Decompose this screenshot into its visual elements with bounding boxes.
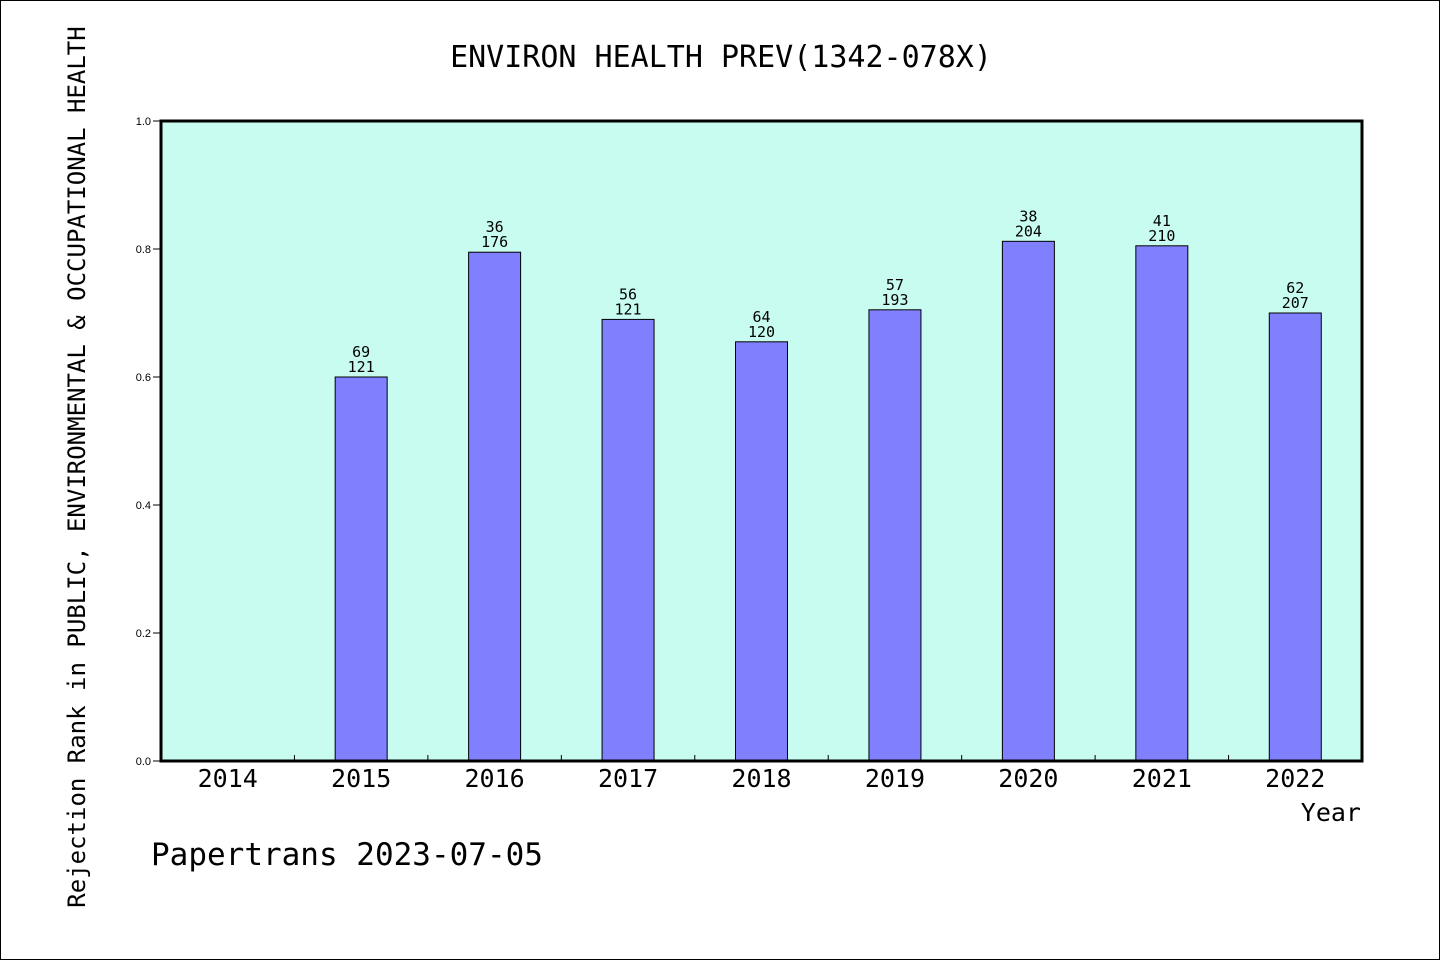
y-tick-label-0.6: 0.6 [136,372,151,384]
x-tick-label-2015: 2015 [331,764,391,793]
y-axis: 0.0 0.2 0.4 0.6 0.8 1.0 [136,116,161,768]
plot-border [159,119,1364,763]
bar-2018 [735,341,788,762]
bar-label-top-2021: 41 [1153,212,1171,230]
x-axis-label: Year [1301,798,1361,827]
bar-label-bottom-2017: 121 [615,300,642,318]
bar-label-bottom-2022: 207 [1282,294,1309,312]
x-tick-label-2014: 2014 [198,764,258,793]
bar-2022 [1268,312,1322,762]
bar-label-bottom-2018: 120 [748,323,775,341]
bar-2020 [1001,240,1055,762]
y-tick-label-0.2: 0.2 [136,628,151,640]
bar-label-top-2017: 56 [619,285,637,303]
y-tick-label-0.0: 0.0 [136,756,151,768]
x-tick-label-2016: 2016 [465,764,525,793]
y-tick-label-1.0: 1.0 [136,116,151,128]
x-tick-label-2020: 2020 [998,764,1058,793]
y-tick-label-0.4: 0.4 [136,500,151,512]
bar-label-top-2018: 64 [752,308,770,326]
chart-title: ENVIRON HEALTH PREV(1342-078X) [450,40,992,75]
bar-2016 [468,251,522,762]
bar-2021 [1135,245,1189,762]
y-tick-label-0.8: 0.8 [136,244,151,256]
x-tick-label-2019: 2019 [865,764,925,793]
bar-2017 [601,318,655,762]
bar-label-top-2022: 62 [1286,279,1304,297]
bar-label-top-2016: 36 [486,218,504,236]
y-axis-label: Rejection Rank in PUBLIC, ENVIRONMENTAL … [63,26,91,907]
bars-group [334,240,1322,762]
bar-label-bottom-2015: 121 [348,358,375,376]
bar-2019 [868,309,922,762]
x-tick-label-2018: 2018 [731,764,791,793]
x-tick-label-2017: 2017 [598,764,658,793]
bar-label-bottom-2016: 176 [481,233,508,251]
bar-2015 [334,376,388,762]
x-tick-label-2022: 2022 [1265,764,1325,793]
bar-label-bottom-2019: 193 [881,291,908,309]
bar-label-top-2020: 38 [1019,207,1037,225]
x-axis: 2014 2015 2016 2017 2018 2019 2020 2021 2022 [198,755,1325,793]
x-tick-label-2021: 2021 [1132,764,1192,793]
footer-credit: Papertrans 2023-07-05 [151,837,543,873]
bar-label-top-2015: 69 [352,343,370,361]
bar-label-bottom-2021: 210 [1148,227,1175,245]
bar-label-bottom-2020: 204 [1015,222,1042,240]
bar-label-top-2019: 57 [886,276,904,294]
